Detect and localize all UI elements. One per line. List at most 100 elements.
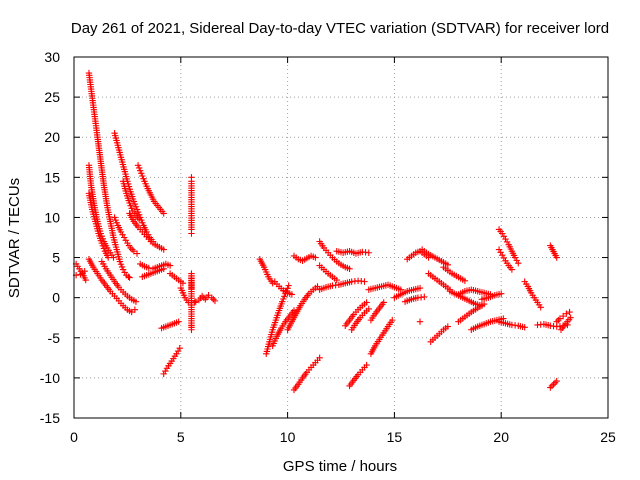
data-point (537, 304, 544, 311)
data-point (421, 293, 428, 301)
data-point (500, 254, 508, 262)
data-point (210, 296, 217, 303)
data-point (135, 215, 143, 223)
x-tick-label: 5 (177, 429, 185, 445)
data-point (363, 361, 370, 369)
y-tick-label: -10 (40, 370, 60, 386)
data-point (365, 305, 372, 313)
data-point (314, 283, 321, 290)
grid (74, 57, 608, 418)
x-tick-label: 0 (70, 429, 78, 445)
data-point (128, 308, 135, 316)
data-point (176, 345, 183, 352)
data-point (499, 251, 506, 259)
data-point (416, 318, 424, 325)
data-point (132, 298, 140, 305)
y-tick-label: 30 (44, 49, 60, 65)
data-point (502, 235, 509, 243)
data-point (175, 318, 182, 325)
data-point (346, 265, 353, 272)
data-point (179, 280, 187, 287)
x-tick-label: 10 (280, 429, 296, 445)
y-tick-label: 10 (44, 209, 60, 225)
data-point (290, 307, 298, 314)
data-point (553, 377, 560, 385)
data-point (563, 310, 570, 317)
x-tick-label: 20 (493, 429, 509, 445)
data-point (162, 367, 169, 375)
plot-frame (73, 56, 609, 419)
x-tick-label: 15 (387, 429, 403, 445)
data-point (521, 324, 528, 331)
data-point (120, 234, 128, 241)
y-axis-label: SDTVAR / TECUs (6, 178, 23, 298)
data-point (551, 379, 559, 386)
x-tick-label: 25 (600, 429, 616, 445)
data-point (361, 278, 368, 285)
data-point (498, 290, 505, 297)
data-point (131, 306, 139, 313)
data-point (508, 266, 516, 273)
data-point (480, 300, 488, 308)
data-point (416, 284, 424, 292)
data-point (316, 354, 323, 362)
data-point (145, 264, 152, 272)
y-tick-label: 15 (44, 169, 60, 185)
axis-ticks (73, 56, 609, 419)
chart-title: Day 261 of 2021, Sidereal Day-to-day VTE… (71, 20, 609, 37)
data-point (567, 314, 574, 321)
data-point (555, 316, 562, 324)
y-tick-label: 5 (52, 250, 60, 266)
y-tick-labels: -15 -10 -5 0 5 10 15 20 25 30 (40, 49, 60, 426)
data-point (125, 273, 132, 281)
data-point (548, 382, 556, 390)
y-tick-label: -5 (48, 330, 61, 346)
data-point (126, 274, 133, 281)
y-tick-label: 20 (44, 129, 60, 145)
data-point (104, 254, 112, 261)
data-point (130, 247, 138, 255)
data-point (160, 370, 167, 378)
x-axis-label: GPS time / hours (283, 458, 397, 475)
data-point (188, 284, 195, 292)
data-point (365, 249, 372, 256)
data-point (461, 277, 469, 285)
data-point (285, 282, 292, 289)
data-point (129, 246, 136, 253)
data-points (72, 69, 574, 394)
data-point (205, 292, 212, 299)
data-point (288, 291, 296, 298)
data-point (363, 299, 370, 306)
data-point (550, 381, 557, 388)
data-point (122, 237, 129, 244)
data-point (559, 312, 567, 320)
data-point (556, 315, 564, 322)
data-point (211, 297, 219, 305)
data-point (444, 261, 451, 268)
data-point (81, 267, 88, 275)
data-point (553, 318, 560, 325)
data-point (497, 249, 504, 256)
data-point (160, 210, 167, 217)
data-point (547, 384, 554, 391)
data-point (500, 233, 508, 240)
y-tick-label: 25 (44, 89, 60, 105)
data-point (160, 265, 167, 272)
data-point (160, 246, 167, 253)
data-point (389, 316, 396, 324)
data-point (188, 230, 195, 237)
y-tick-label: -15 (40, 410, 60, 426)
data-point (82, 276, 89, 284)
data-point (192, 298, 199, 305)
data-point (121, 269, 128, 276)
data-point (110, 254, 117, 261)
data-point (444, 323, 451, 330)
x-tick-labels: 0 5 10 15 20 25 (70, 429, 616, 445)
data-point (133, 250, 141, 257)
y-tick-label: 0 (52, 290, 60, 306)
data-point (553, 254, 560, 261)
data-point (333, 276, 340, 284)
data-point (495, 246, 503, 253)
data-point (380, 299, 387, 306)
